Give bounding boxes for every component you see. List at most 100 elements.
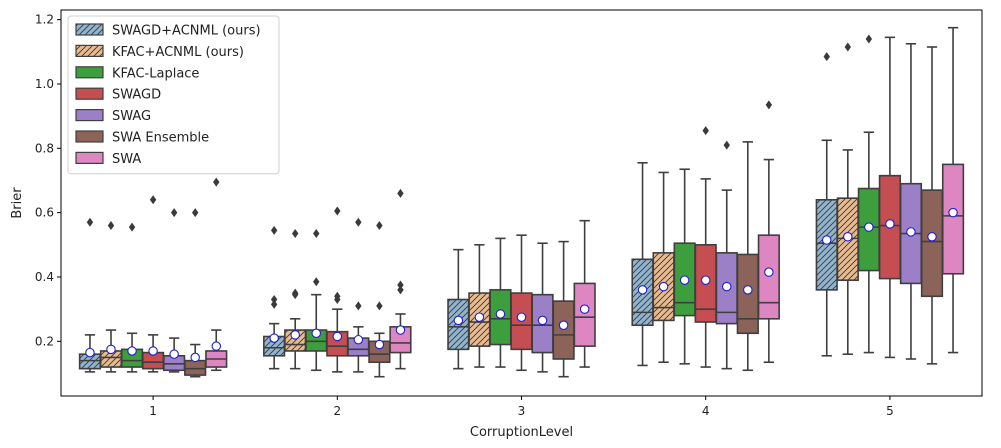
box-kfac-acnml-ours--level-2	[284, 229, 307, 370]
y-axis-title: Brier	[10, 187, 25, 219]
box-mean	[722, 281, 732, 292]
box-mean	[700, 275, 711, 285]
box-flier	[291, 288, 299, 298]
box-iqr	[552, 300, 575, 360]
legend-item-swa-ensemble: SWA Ensemble	[75, 130, 209, 146]
box-swagd-acnml-ours--level-3	[447, 248, 470, 370]
box-mean	[743, 285, 753, 295]
box-swa-level-2	[389, 188, 412, 370]
box-swa-level-1	[205, 177, 228, 372]
box-mean	[374, 339, 385, 350]
box-mean	[311, 328, 321, 339]
box-mean	[495, 309, 506, 319]
box-flier	[376, 221, 383, 231]
box-mean	[637, 285, 648, 295]
x-tick-label: 5	[886, 404, 894, 418]
box-iqr	[573, 282, 596, 347]
legend-item-kfac-laplace: KFAC-Laplace	[75, 66, 199, 81]
box-flier	[270, 299, 278, 309]
box-flier	[192, 208, 199, 218]
box-flier	[128, 222, 136, 232]
box-iqr	[941, 163, 965, 275]
box-swa-level-5	[941, 26, 965, 354]
box-swa-level-4	[757, 100, 780, 364]
box-flier	[334, 206, 341, 216]
box-mean	[843, 232, 853, 242]
box-flier	[397, 280, 404, 290]
y-tick-label: 0.8	[35, 141, 54, 155]
box-mean	[85, 347, 95, 358]
box-swagd-acnml-ours--level-2	[263, 225, 286, 370]
legend-label: SWA Ensemble	[112, 131, 209, 146]
legend-label: SWAGD+ACNML (ours)	[112, 24, 261, 39]
box-mean	[148, 346, 158, 356]
x-tick-label: 1	[149, 404, 157, 418]
box-kfac-laplace-level-3	[489, 237, 512, 368]
legend-swatch-hatch	[76, 24, 103, 35]
box-iqr	[184, 359, 207, 376]
box-hatch	[263, 336, 285, 356]
box-swagd-acnml-ours--level-5	[815, 52, 838, 357]
axes: CorruptionLevel Brier 0.2 0.4 0.6 0.8 1.0 1.2…	[10, 9, 983, 440]
x-tick-label: 4	[702, 404, 710, 418]
box-mean	[332, 331, 343, 342]
box-swagd-level-1	[141, 195, 165, 373]
box-kfac-laplace-level-1	[120, 222, 144, 373]
legend-swatch	[75, 151, 104, 164]
box-swa-ensemble-level-5	[920, 46, 944, 365]
box-mean	[211, 341, 222, 351]
x-tick-label: 2	[333, 404, 341, 418]
box-mean	[864, 222, 874, 232]
box-mean	[474, 312, 485, 322]
box-flier	[765, 100, 773, 110]
box-flier	[355, 301, 362, 311]
y-tick-label: 1.2	[35, 13, 54, 27]
box-swagd-level-3	[510, 234, 533, 372]
x-tick-label: 3	[518, 404, 526, 418]
box-flier	[270, 225, 278, 235]
box-swagd-level-5	[878, 36, 902, 359]
box-swag-level-3	[531, 242, 554, 373]
box-swagd-acnml-ours--level-1	[78, 217, 102, 373]
legend-frame	[67, 15, 280, 175]
box-swag-level-4	[715, 140, 738, 370]
plot-area	[78, 26, 965, 378]
box-flier	[170, 208, 178, 218]
box-swag-level-1	[163, 208, 186, 373]
box-kfac-acnml-ours--level-5	[836, 42, 859, 355]
legend-swatch	[75, 108, 104, 122]
x-axis-title: CorruptionLevel	[470, 425, 573, 440]
box-mean	[516, 312, 527, 322]
box-flier	[702, 126, 709, 136]
y-tick-label: 0.2	[35, 334, 54, 348]
legend-label: SWAG	[112, 109, 151, 124]
box-iqr	[757, 234, 780, 320]
box-mean	[885, 219, 895, 229]
box-flier	[376, 301, 383, 311]
legend-item-kfac-acnml-ours-: KFAC+ACNML (ours)	[75, 44, 244, 60]
legend-label: KFAC-Laplace	[112, 66, 199, 81]
box-flier	[313, 229, 320, 239]
box-flier	[865, 34, 873, 44]
box-hatch	[816, 199, 838, 290]
legend: SWAGD+ACNML (ours) KFAC+ACNML (ours) KFAC-…	[67, 15, 280, 175]
box-mean	[579, 304, 590, 314]
legend-label: SWAGD	[112, 88, 161, 103]
box-mean	[948, 207, 958, 218]
legend-label: SWA	[112, 152, 141, 167]
box-flier	[723, 140, 730, 150]
box-kfac-laplace-level-2	[305, 229, 328, 372]
box-mean	[395, 325, 406, 335]
box-mean	[353, 334, 364, 345]
box-mean	[679, 275, 690, 285]
box-hatch	[100, 350, 122, 368]
y-tick-label: 0.4	[35, 270, 54, 284]
box-flier	[270, 295, 278, 304]
box-mean	[658, 281, 669, 292]
box-mean	[190, 352, 200, 363]
legend-item-swagd: SWAGD	[75, 87, 161, 103]
box-iqr	[920, 189, 944, 298]
box-swa-level-3	[573, 219, 596, 368]
box-swagd-level-2	[326, 206, 349, 373]
